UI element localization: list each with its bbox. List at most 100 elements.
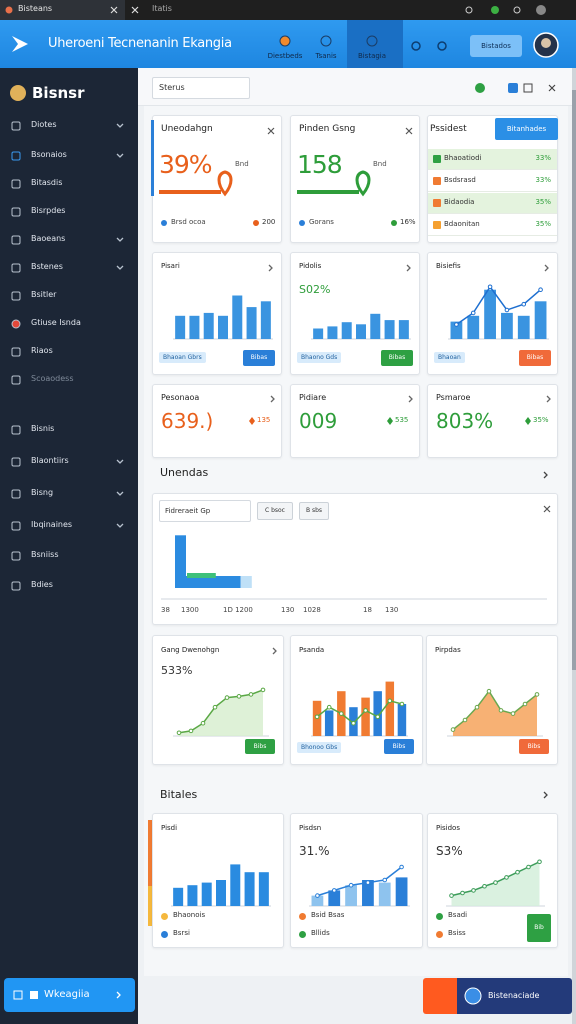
filter-button[interactable]: B sbs <box>299 502 329 520</box>
card-button[interactable]: Bibas <box>381 350 413 366</box>
area-fill <box>179 689 263 736</box>
brand-icon-shape <box>10 85 26 101</box>
chevron-stroke <box>543 791 548 799</box>
app-title: Uheroeni Tecnenanin Ekangia <box>48 36 232 51</box>
card-button[interactable]: Bibas <box>243 350 275 366</box>
ranking-row: Bsdsrasd 33% <box>428 171 557 192</box>
legend-label: Bllids <box>311 929 330 937</box>
ranking-row: Bidaodia 35% <box>428 193 557 214</box>
card: Pinden Gsng 158 Bnd Gorans 16% <box>290 115 420 243</box>
nav-item[interactable]: Diestbeds <box>267 52 303 60</box>
chevron-stroke <box>116 153 124 158</box>
line-point <box>474 704 480 710</box>
line-point <box>504 307 510 313</box>
line-point <box>493 880 498 885</box>
x-label: 38 <box>161 606 170 614</box>
column-bar <box>175 535 186 588</box>
menu-icon <box>11 347 21 357</box>
close-icon <box>543 505 551 513</box>
kpi-delta: 35% <box>533 416 549 424</box>
chevron-stroke <box>272 647 277 655</box>
menu-item[interactable]: Bsonaios <box>31 150 67 159</box>
search-box[interactable]: Sterus <box>152 77 250 99</box>
span-bar <box>175 576 241 588</box>
legend-dot <box>161 931 168 938</box>
nav-icon-shape <box>366 35 378 47</box>
card-value: 533% <box>161 664 193 677</box>
menu-icon <box>11 179 21 189</box>
line-point <box>365 880 371 885</box>
action-orange[interactable] <box>423 978 457 1014</box>
card: Pssidest Bitanhades Bhaoatiodi 33% Bsdsrasd 3… <box>427 115 558 243</box>
line-point <box>363 708 368 713</box>
chart <box>446 859 545 907</box>
menu-icon-shape <box>11 121 21 131</box>
menu-item[interactable]: Gtiuse Isnda <box>31 318 81 327</box>
menu-item[interactable]: Bdies <box>31 580 53 589</box>
bar <box>218 315 228 339</box>
side-strip <box>148 820 152 886</box>
menu-icon-shape <box>11 375 21 385</box>
menu-item[interactable]: Bisng <box>31 488 54 497</box>
bar <box>311 895 324 906</box>
card: Pisari Bhaoan Gbrs Bibas <box>152 252 282 375</box>
menu-item[interactable]: Bstenes <box>31 262 63 271</box>
menu-item[interactable]: Bsitler <box>31 290 57 299</box>
line-point <box>248 692 254 697</box>
line-point <box>200 720 206 726</box>
card-button[interactable]: Bibs <box>384 739 414 754</box>
chevron-stroke <box>408 395 413 403</box>
tab-title: Itatis <box>152 4 172 13</box>
bar <box>232 295 243 339</box>
x-label: 130 <box>281 606 295 614</box>
row-icon-shape <box>433 221 441 229</box>
nav-item[interactable]: Tsanis <box>315 52 337 60</box>
menu-icon-shape <box>11 457 21 467</box>
legend-dot <box>436 913 443 920</box>
menu-item[interactable]: Bsniiss <box>31 550 59 559</box>
card: Psmaroe 803% 35% <box>427 384 558 458</box>
bar <box>398 320 409 339</box>
badge: 16% <box>400 218 416 226</box>
line-point <box>236 694 242 699</box>
menu-item[interactable]: Bitasdis <box>31 178 63 187</box>
line-point <box>482 883 487 889</box>
bar <box>467 315 480 339</box>
bar <box>361 697 370 736</box>
card-title: Gang Dwenohgn <box>161 646 220 654</box>
card-button[interactable]: Bib <box>527 914 551 942</box>
menu-item[interactable]: Baoeans <box>31 234 66 243</box>
card-button[interactable]: Bitanhades <box>495 118 558 140</box>
bar <box>450 321 463 339</box>
card: Uneodahgn 39% Bnd Brsd ocoa 200 <box>151 115 282 243</box>
status-square <box>508 83 518 93</box>
legend-dot <box>436 931 443 938</box>
card-button[interactable]: Bibs <box>245 739 275 754</box>
line-point <box>348 882 354 888</box>
filter-button[interactable]: C bsoc <box>257 502 293 520</box>
chevron-icon <box>116 153 124 158</box>
card-value: 31.% <box>299 844 330 858</box>
menu-item[interactable]: Scoaodess <box>31 374 74 383</box>
menu-item[interactable]: Blaontiirs <box>31 456 69 465</box>
chevron-icon <box>406 264 411 272</box>
logo-shape <box>12 36 28 52</box>
header-button[interactable]: Bistados <box>470 35 522 57</box>
line-point <box>339 711 344 716</box>
card-button[interactable]: Bibs <box>519 739 549 754</box>
line-point <box>510 711 516 716</box>
filter-input[interactable]: Fidreraeit Gp <box>159 500 251 522</box>
sidebar-footer-button[interactable] <box>4 978 135 1012</box>
menu-item[interactable]: Bisnis <box>31 424 55 433</box>
card: Pidolis S02% Bhaono Gds Bibas <box>290 252 420 375</box>
menu-item[interactable]: Bisrpdes <box>31 206 66 215</box>
bar <box>385 681 395 736</box>
menu-item[interactable]: Ibqinaines <box>31 520 73 529</box>
menu-item[interactable]: Diotes <box>31 120 57 129</box>
card-button[interactable]: Bibas <box>519 350 551 366</box>
bar <box>341 322 352 339</box>
axis-line <box>161 598 547 600</box>
nav-item[interactable]: Bistagia <box>357 52 387 60</box>
menu-item[interactable]: Riaos <box>31 346 53 355</box>
